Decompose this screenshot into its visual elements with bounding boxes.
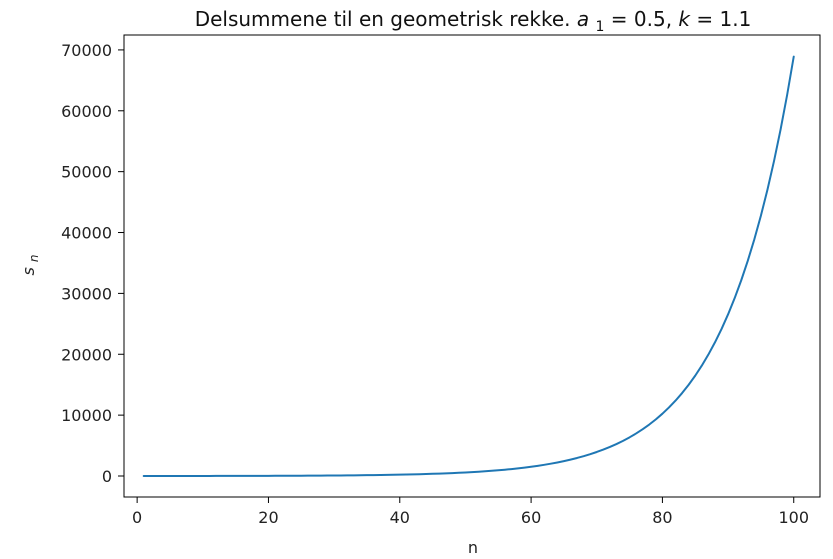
y-tick-label: 70000 xyxy=(61,41,112,60)
series-line xyxy=(142,55,795,477)
chart-title: Delsummene til en geometrisk rekke. a 1 … xyxy=(195,7,752,36)
y-tick-label: 20000 xyxy=(61,345,112,364)
y-tick-label: 50000 xyxy=(61,163,112,182)
x-tick-label: 80 xyxy=(652,508,672,527)
chart-title-text: Delsummene til en geometrisk rekke. xyxy=(195,7,577,31)
series-layer xyxy=(142,55,795,477)
x-axis-label: n xyxy=(468,538,478,557)
y-tick-label: 40000 xyxy=(61,224,112,243)
x-tick-label: 20 xyxy=(258,508,278,527)
x-tick-label: 40 xyxy=(390,508,410,527)
x-tick-label: 0 xyxy=(132,508,142,527)
y-ticks: 0 10000 20000 30000 40000 50000 60000 70000 xyxy=(61,41,124,486)
y-tick-label: 60000 xyxy=(61,102,112,121)
chart-title-k-symbol: k xyxy=(678,7,691,31)
y-tick-label: 30000 xyxy=(61,284,112,303)
y-axis-label: s n xyxy=(19,254,41,275)
y-tick-label: 0 xyxy=(102,467,112,486)
y-axis-label-subscript: n xyxy=(27,254,41,262)
chart-title-a-symbol: a xyxy=(577,7,589,31)
x-tick-label: 60 xyxy=(521,508,541,527)
x-tick-label: 100 xyxy=(778,508,809,527)
chart-title-a-value: = 0.5, xyxy=(611,7,679,31)
chart-title-a-subscript: 1 xyxy=(596,19,605,35)
y-tick-label: 10000 xyxy=(61,406,112,425)
y-axis-label-text: s n xyxy=(19,254,41,275)
plot-frame xyxy=(123,34,821,498)
x-ticks: 0 20 40 60 80 100 xyxy=(132,497,809,527)
y-axis-label-symbol: s xyxy=(19,267,38,275)
chart-title-k-value: = 1.1 xyxy=(696,7,751,31)
